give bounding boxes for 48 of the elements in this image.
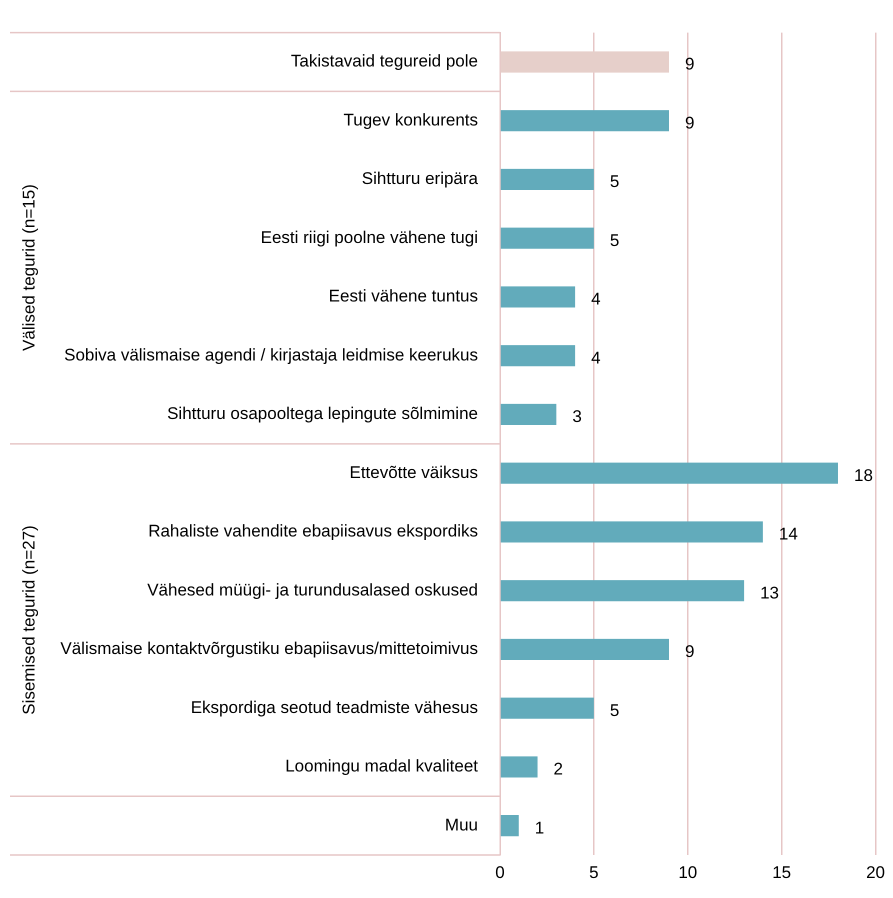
data-label: 14 [778, 524, 798, 544]
y-tick-label: Eesti vähene tuntus [328, 286, 478, 306]
x-tick-label: 10 [678, 862, 698, 882]
data-label: 9 [684, 113, 694, 132]
y-tick-label: Ekspordiga seotud teadmiste vähesus [190, 698, 478, 717]
y-tick-label: Sihtturu osapooltega lepingute sõlmimine [167, 404, 478, 424]
bar [500, 228, 594, 249]
bar [500, 815, 519, 836]
y-tick-label: Sihtturu eripära [362, 169, 479, 188]
data-label: 9 [684, 642, 694, 662]
y-tick-label: Välismaise kontaktvõrgustiku ebapiisavus/mittetoimivus [60, 639, 478, 658]
data-label: 3 [572, 407, 582, 426]
y-tick-label: Ettevõtte väiksus [349, 462, 478, 482]
bar [500, 168, 594, 190]
data-label: 13 [760, 583, 780, 602]
y-tick-label: Rahaliste vahendite ebapiisavus ekspordiks [148, 522, 478, 541]
bar [500, 462, 838, 484]
bar [500, 756, 538, 778]
data-label: 5 [610, 700, 620, 720]
y-tick-label: Eesti riigi poolne vähene tugi [260, 228, 478, 247]
y-tick-label: Muu [444, 815, 478, 834]
data-label: 4 [591, 348, 601, 368]
bar [500, 345, 576, 366]
bar [500, 110, 669, 132]
bar [500, 286, 576, 308]
y-tick-label: Vähesed müügi- ja turundusalased oskused [147, 580, 478, 600]
bar [500, 638, 669, 660]
data-label: 1 [534, 818, 544, 838]
text: Välised tegurid (n=15) [20, 184, 39, 351]
bar [500, 404, 556, 426]
y-tick-label: Sobiva välismaise agendi / kirjastaja leidmise keerukus [64, 345, 478, 364]
text: Sisemised tegurid (n=27) [20, 525, 39, 715]
y-tick-label: Loomingu madal kvaliteet [285, 756, 478, 776]
bar [500, 521, 763, 542]
data-label: 5 [610, 172, 620, 192]
x-tick-label: 5 [589, 862, 599, 882]
data-label: 5 [610, 230, 620, 250]
bar [500, 580, 744, 602]
data-label: 18 [854, 466, 873, 485]
x-tick-label: 20 [866, 862, 886, 882]
x-tick-label: 15 [772, 862, 792, 882]
data-label: 9 [684, 54, 694, 74]
bar [500, 698, 594, 719]
data-label: 2 [554, 760, 564, 779]
data-label: 4 [591, 290, 601, 309]
y-tick-label: Takistavaid tegureid pole [290, 52, 478, 71]
y-tick-label: Tugev konkurents [344, 110, 478, 130]
x-tick-label: 0 [495, 862, 505, 882]
